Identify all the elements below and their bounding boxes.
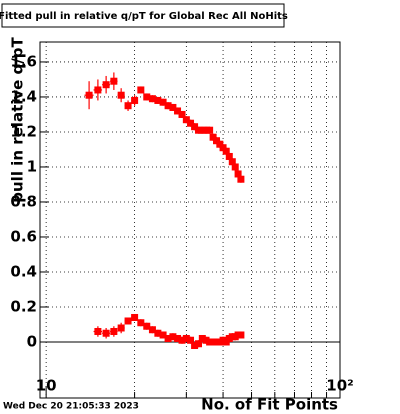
- marker: [222, 147, 230, 155]
- marker: [228, 158, 236, 166]
- marker: [198, 334, 206, 342]
- marker: [148, 95, 156, 103]
- marker: [137, 319, 145, 327]
- marker: [169, 333, 177, 341]
- y-tick-label: 1.4: [10, 87, 37, 105]
- x-tick-label: 10: [36, 377, 57, 395]
- marker: [102, 81, 110, 89]
- marker: [159, 331, 167, 339]
- marker: [143, 93, 151, 101]
- y-tick-label: 1.2: [10, 122, 37, 140]
- marker: [94, 86, 102, 94]
- marker: [110, 77, 118, 85]
- marker: [234, 170, 242, 178]
- marker: [202, 336, 210, 344]
- marker: [202, 126, 210, 134]
- marker: [143, 322, 151, 330]
- marker: [231, 163, 239, 171]
- marker: [124, 102, 132, 110]
- y-tick-label: 1.6: [10, 52, 37, 70]
- marker: [154, 96, 162, 104]
- marker: [131, 313, 139, 321]
- marker: [213, 137, 221, 145]
- marker: [182, 116, 190, 124]
- marker: [206, 126, 214, 134]
- marker: [225, 152, 233, 160]
- marker: [117, 324, 125, 332]
- chart-title: Fitted pull in relative q/pT for Global …: [0, 11, 288, 22]
- marker: [216, 140, 224, 148]
- y-tick-label: 0: [27, 332, 37, 350]
- marker: [148, 326, 156, 334]
- y-tick-label: 1: [27, 157, 37, 175]
- marker: [178, 336, 186, 344]
- marker: [178, 110, 186, 118]
- marker: [187, 336, 195, 344]
- marker: [182, 334, 190, 342]
- marker: [85, 91, 93, 99]
- marker: [164, 334, 172, 342]
- marker: [124, 317, 132, 325]
- marker: [191, 341, 199, 349]
- y-tick-label: 0.4: [10, 262, 37, 280]
- marker: [174, 334, 182, 342]
- timestamp: Wed Dec 20 21:05:33 2023: [3, 402, 139, 412]
- marker: [191, 123, 199, 131]
- marker: [110, 327, 118, 335]
- marker: [187, 119, 195, 127]
- marker: [164, 102, 172, 110]
- plot-frame: [39, 41, 341, 399]
- marker: [117, 91, 125, 99]
- marker: [219, 144, 227, 152]
- y-tick-label: 0.8: [10, 192, 37, 210]
- marker: [102, 329, 110, 337]
- marker: [94, 327, 102, 335]
- marker: [159, 98, 167, 106]
- marker: [154, 329, 162, 337]
- marker: [174, 107, 182, 115]
- marker: [137, 86, 145, 94]
- marker: [209, 133, 217, 141]
- x-axis-label: No. of Fit Points: [201, 396, 338, 414]
- title-box: [1, 3, 285, 28]
- marker: [237, 331, 245, 339]
- marker: [222, 338, 230, 346]
- marker: [237, 175, 245, 183]
- marker: [169, 103, 177, 111]
- marker: [198, 126, 206, 134]
- y-axis-label: pull in relative q/pT: [9, 36, 27, 202]
- marker: [195, 340, 203, 348]
- marker: [195, 126, 203, 134]
- y-tick-label: 0.2: [10, 297, 37, 315]
- y-tick-label: 0.6: [10, 227, 37, 245]
- marker: [131, 96, 139, 104]
